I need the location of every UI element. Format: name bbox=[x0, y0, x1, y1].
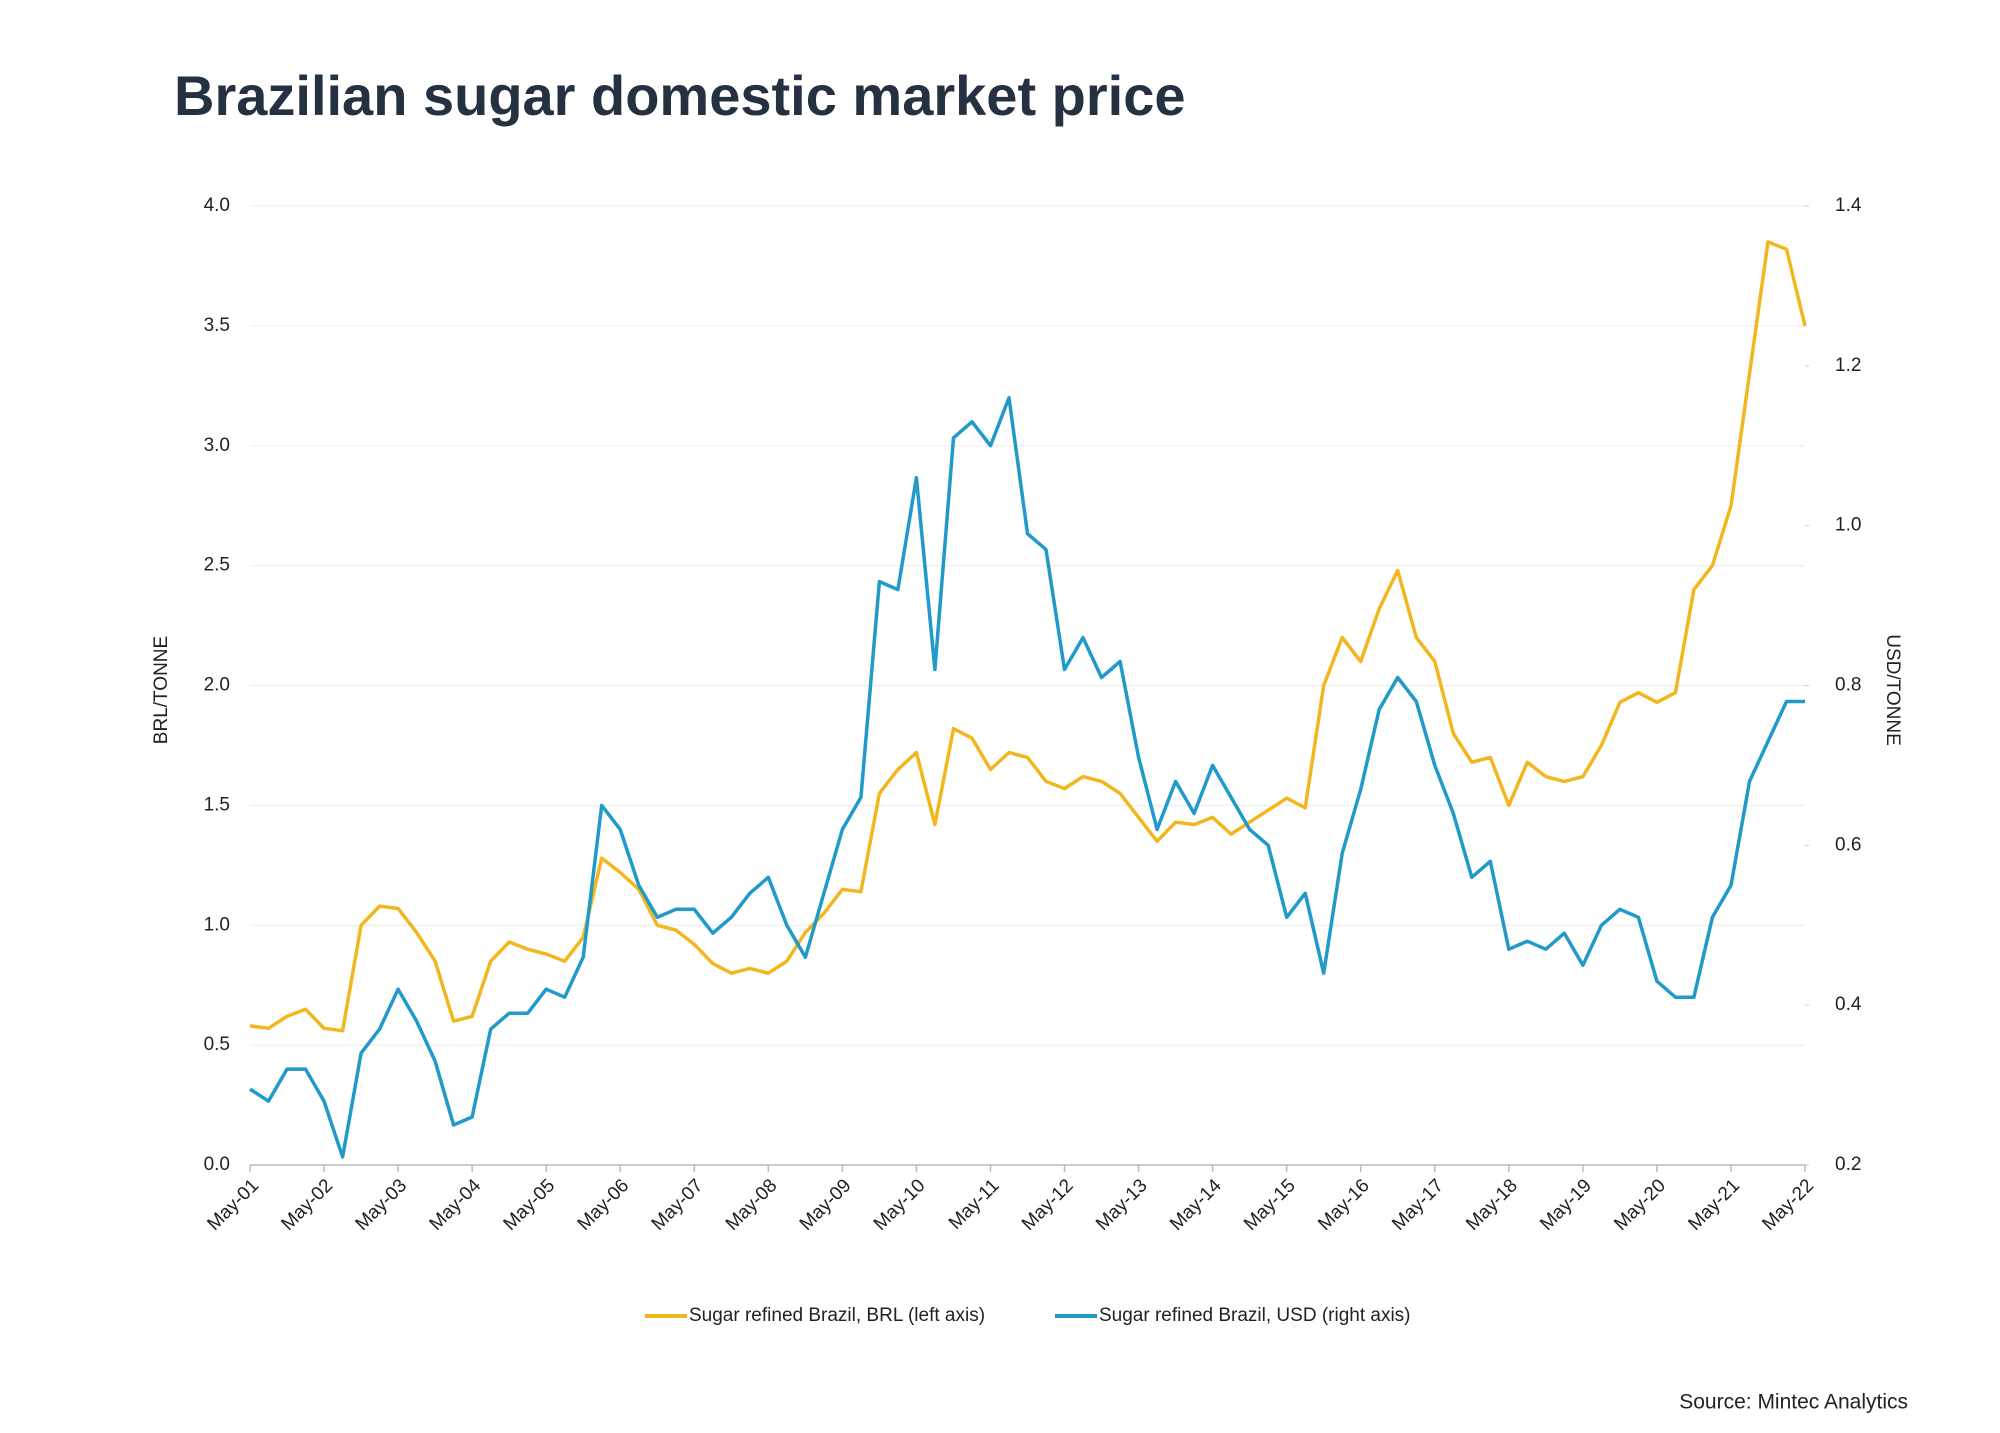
x-tick-label: May-02 bbox=[277, 1175, 337, 1235]
y2-tick-label: 1.4 bbox=[1835, 195, 1862, 216]
series-line bbox=[249, 240, 1807, 1033]
y2-tick-label: 1.2 bbox=[1835, 355, 1861, 376]
x-tick-label: May-05 bbox=[500, 1175, 560, 1235]
y2-tick-label: 1.0 bbox=[1835, 515, 1861, 536]
y-tick-label: 1.0 bbox=[204, 914, 230, 935]
y-tick-label: 2.5 bbox=[204, 555, 230, 576]
series-line bbox=[249, 396, 1805, 1159]
x-tick-label: May-15 bbox=[1240, 1175, 1300, 1235]
x-tick-label: May-07 bbox=[648, 1175, 708, 1235]
x-tick-label: May-03 bbox=[352, 1175, 412, 1235]
y-tick-label: 3.5 bbox=[204, 315, 230, 336]
y2-tick-label: 0.2 bbox=[1835, 1154, 1861, 1175]
chart-title: Brazilian sugar domestic market price bbox=[174, 64, 1186, 127]
x-tick-label: May-01 bbox=[203, 1175, 263, 1235]
y2-tick-label: 0.4 bbox=[1835, 994, 1862, 1015]
x-tick-label: May-14 bbox=[1166, 1175, 1226, 1235]
legend-label: Sugar refined Brazil, BRL (left axis) bbox=[689, 1305, 985, 1326]
x-tick-label: May-08 bbox=[722, 1175, 782, 1235]
y-tick-label: 4.0 bbox=[204, 195, 230, 216]
x-tick-label: May-17 bbox=[1388, 1175, 1448, 1235]
x-tick-label: May-18 bbox=[1462, 1175, 1522, 1235]
x-tick-label: May-06 bbox=[574, 1175, 634, 1235]
x-tick-label: May-11 bbox=[945, 1175, 1004, 1234]
x-tick-label: May-13 bbox=[1092, 1175, 1152, 1235]
source: Source: Mintec Analytics bbox=[1679, 1391, 1908, 1414]
x-tick-label: May-21 bbox=[1684, 1175, 1744, 1235]
y-tick-label: 0.0 bbox=[204, 1154, 230, 1175]
y2-axis-label: USD/TONNE bbox=[1882, 634, 1903, 746]
y-tick-label: 1.5 bbox=[204, 794, 230, 815]
x-tick-label: May-12 bbox=[1018, 1175, 1078, 1235]
y2-tick-label: 0.8 bbox=[1835, 675, 1861, 696]
y-axis-label: BRL/TONNE bbox=[151, 636, 172, 744]
x-tick-label: May-20 bbox=[1610, 1175, 1670, 1235]
x-tick-label: May-04 bbox=[426, 1175, 486, 1235]
legend-label: Sugar refined Brazil, USD (right axis) bbox=[1099, 1305, 1411, 1326]
y-tick-label: 2.0 bbox=[204, 675, 230, 696]
x-tick-label: May-09 bbox=[796, 1175, 856, 1235]
x-tick-label: May-22 bbox=[1758, 1175, 1818, 1235]
y-tick-label: 0.5 bbox=[204, 1034, 230, 1055]
y-tick-label: 3.0 bbox=[204, 435, 230, 456]
y2-tick-label: 0.6 bbox=[1835, 834, 1861, 855]
x-tick-label: May-10 bbox=[870, 1175, 930, 1235]
x-tick-label: May-16 bbox=[1314, 1175, 1374, 1235]
x-tick-label: May-19 bbox=[1536, 1175, 1596, 1235]
